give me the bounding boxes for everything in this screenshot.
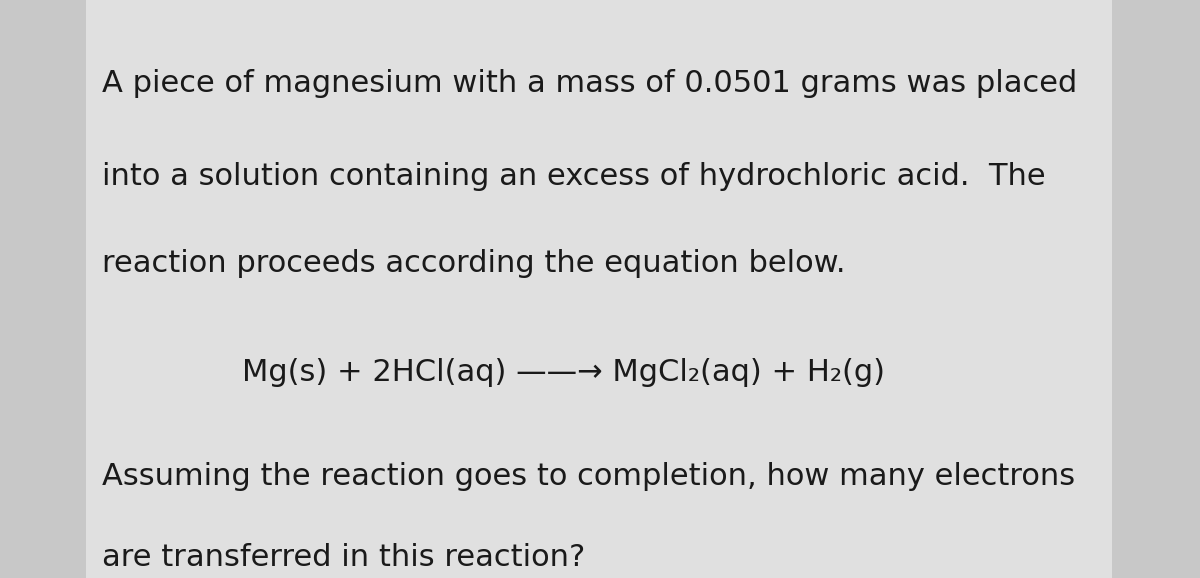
FancyBboxPatch shape [86, 0, 1112, 578]
Text: into a solution containing an excess of hydrochloric acid.  The: into a solution containing an excess of … [102, 162, 1045, 191]
Text: Mg(s) + 2HCl(aq) ——→ MgCl₂(aq) + H₂(g): Mg(s) + 2HCl(aq) ——→ MgCl₂(aq) + H₂(g) [242, 358, 886, 387]
Text: reaction proceeds according the equation below.: reaction proceeds according the equation… [102, 249, 846, 277]
Text: Assuming the reaction goes to completion, how many electrons: Assuming the reaction goes to completion… [102, 462, 1075, 491]
Text: are transferred in this reaction?: are transferred in this reaction? [102, 543, 586, 572]
Text: A piece of magnesium with a mass of 0.0501 grams was placed: A piece of magnesium with a mass of 0.05… [102, 69, 1078, 98]
